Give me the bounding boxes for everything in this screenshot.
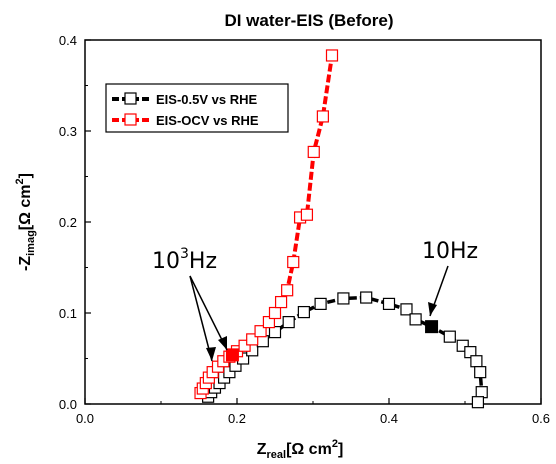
data-point <box>409 313 422 326</box>
data-point <box>475 386 488 399</box>
annotation-10hz: 10Hz <box>422 239 478 317</box>
annotation-10hz-label: 10Hz <box>422 239 478 264</box>
y-tick-label: 0.1 <box>59 306 77 321</box>
data-point <box>254 325 267 338</box>
highlighted-point <box>425 320 439 334</box>
data-point <box>287 255 300 269</box>
data-point <box>443 330 456 343</box>
data-point <box>268 326 282 339</box>
data-point <box>281 284 294 297</box>
data-point <box>314 297 327 310</box>
data-point <box>316 110 329 123</box>
data-point <box>456 339 469 352</box>
legend-marker-red <box>124 113 137 126</box>
legend-label-0: EIS-0.5V vs RHE <box>156 92 257 107</box>
data-point <box>325 49 339 62</box>
x-tick-label: 0.6 <box>532 411 550 426</box>
data-point <box>382 297 396 310</box>
y-axis-label: -Zimag[Ω cm2] <box>14 173 37 271</box>
y-tick-label: 0.0 <box>59 397 77 412</box>
y-tick-label: 0.3 <box>59 124 77 139</box>
data-point <box>337 292 350 305</box>
chart-title: DI water-EIS (Before) <box>224 11 393 30</box>
highlighted-point <box>225 348 239 362</box>
data-point <box>256 335 269 348</box>
data-point <box>282 316 295 329</box>
data-point <box>300 208 314 221</box>
x-axis-label: Zreal[Ω cm2] <box>257 438 344 461</box>
legend-marker-black <box>124 92 137 105</box>
legend: EIS-0.5V vs RHE EIS-OCV vs RHE <box>105 83 289 133</box>
data-point <box>238 339 251 352</box>
annotation-1000hz-label: 103Hz <box>152 246 217 274</box>
data-point <box>268 306 282 320</box>
arrow-head-2 <box>218 336 227 350</box>
axis-ticks: 0.0 0.2 0.4 0.6 0.0 0.1 0.2 0.3 0.4 <box>59 33 550 426</box>
data-point <box>307 145 320 159</box>
data-point <box>471 396 485 409</box>
data-point <box>297 305 310 319</box>
x-tick-label: 0.0 <box>76 411 94 426</box>
arrow-head-3 <box>428 302 437 316</box>
data-point <box>360 291 373 304</box>
data-point <box>246 333 259 346</box>
y-tick-label: 0.4 <box>59 33 77 48</box>
legend-label-1: EIS-OCV vs RHE <box>156 113 259 128</box>
series-1 <box>194 49 339 400</box>
y-tick-label: 0.2 <box>59 215 77 230</box>
annotation-1000hz: 103Hz <box>152 246 228 362</box>
data-point <box>470 355 483 368</box>
arrow-line-2 <box>189 275 228 351</box>
data-point <box>400 303 413 316</box>
data-point <box>474 366 487 379</box>
data-point <box>274 295 288 309</box>
arrow-line-1 <box>189 275 213 362</box>
x-tick-label: 0.2 <box>228 411 246 426</box>
series-layer <box>194 49 488 409</box>
x-tick-label: 0.4 <box>380 411 398 426</box>
arrow-head-1 <box>206 347 216 361</box>
